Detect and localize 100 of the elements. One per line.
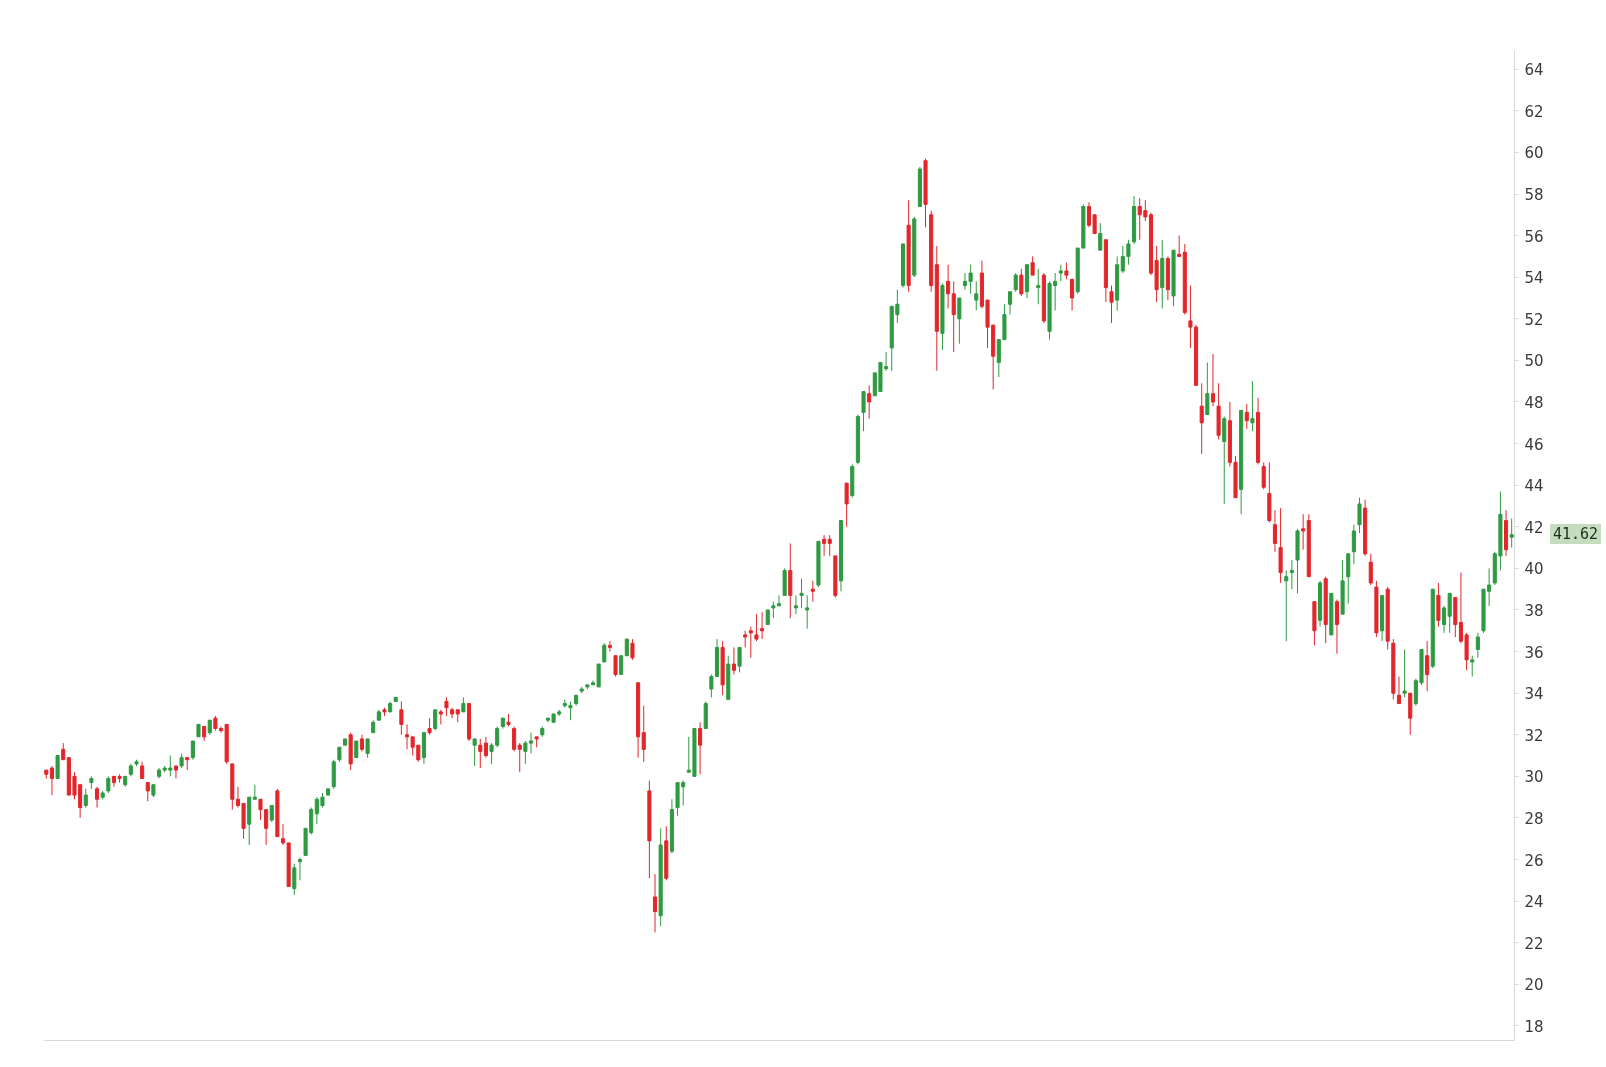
- candlestick: [1425, 640, 1430, 692]
- candlestick: [760, 611, 765, 640]
- candlestick: [517, 742, 522, 773]
- candlestick: [1177, 235, 1182, 257]
- candlestick: [1109, 285, 1114, 324]
- y-tick-label: 58: [1524, 186, 1544, 205]
- candlestick: [1509, 517, 1514, 549]
- y-tick-label: 36: [1524, 643, 1544, 662]
- candlestick: [822, 534, 827, 557]
- y-tick-label: 52: [1524, 310, 1544, 329]
- candlestick: [83, 788, 88, 809]
- y-tick-label: 24: [1524, 893, 1544, 912]
- candlestick: [641, 705, 646, 763]
- candlestick: [776, 594, 782, 607]
- y-tick-label: 44: [1524, 477, 1544, 496]
- candlestick: [512, 725, 517, 752]
- candlestick: [94, 786, 100, 809]
- candlestick: [630, 638, 635, 661]
- y-tick-label: 62: [1524, 102, 1544, 121]
- candlestick: [55, 755, 60, 779]
- candlestick: [962, 272, 968, 291]
- candlestick: [1013, 272, 1018, 293]
- candlestick: [173, 765, 178, 779]
- candlestick: [946, 264, 951, 309]
- candlestick: [292, 863, 297, 896]
- y-tick-label: 60: [1524, 144, 1544, 163]
- candlestick: [1351, 524, 1356, 565]
- candlestick: [827, 534, 832, 557]
- y-tick-label: 18: [1524, 1017, 1544, 1036]
- candlestick: [1289, 559, 1294, 590]
- y-tick-label: 30: [1524, 768, 1544, 787]
- candlestick: [1396, 676, 1402, 705]
- y-tick-label: 50: [1524, 352, 1544, 371]
- candlestick: [145, 782, 150, 802]
- candlestick: [252, 784, 257, 800]
- candlestick: [805, 594, 810, 630]
- candlestick: [1402, 648, 1407, 698]
- y-tick-label: 26: [1524, 851, 1544, 870]
- candlestick: [652, 873, 658, 933]
- y-tick-label: 20: [1524, 976, 1544, 995]
- candlestick: [1470, 655, 1475, 678]
- y-tick-label: 56: [1524, 227, 1544, 246]
- candlestick: [1368, 553, 1373, 586]
- candlestick: [698, 721, 703, 775]
- candlestick: [951, 280, 956, 353]
- candlestick: [297, 856, 302, 881]
- candlestick: [1019, 268, 1024, 297]
- candlestick: [844, 482, 849, 528]
- y-tick-label: 28: [1524, 809, 1544, 828]
- y-tick-label: 54: [1524, 269, 1544, 288]
- candlestick: [483, 736, 488, 759]
- candlestick: [1272, 509, 1278, 553]
- candlestick: [190, 740, 195, 761]
- candlestick: [1284, 569, 1289, 642]
- y-tick-label: 40: [1524, 560, 1544, 579]
- candlestick: [861, 391, 866, 432]
- candlestick: [472, 738, 477, 767]
- y-tick-label: 42: [1524, 518, 1544, 537]
- candlestick: [404, 723, 410, 750]
- candlestick: [793, 594, 798, 615]
- y-tick-label: 64: [1524, 61, 1544, 80]
- candlestick: [1244, 403, 1249, 430]
- candlestick: [810, 580, 815, 603]
- y-tick-label: 22: [1524, 934, 1544, 953]
- candlestick: [1250, 380, 1255, 432]
- candlestick: [1261, 461, 1266, 490]
- y-tick-label: 38: [1524, 601, 1544, 620]
- text: 41.62: [1550, 524, 1602, 544]
- candlestick: [1008, 291, 1013, 316]
- candlestick: [1030, 255, 1035, 276]
- candlestick: [748, 626, 753, 659]
- candlestick: [433, 709, 438, 732]
- candlestick: [867, 384, 872, 420]
- candlestick: [1222, 416, 1227, 505]
- candlestick: [1357, 497, 1362, 534]
- candlestick: [607, 640, 612, 653]
- candlestick: [1210, 353, 1216, 407]
- candlestick: [619, 655, 624, 675]
- candlestick: [957, 297, 962, 345]
- candlestick: [478, 738, 483, 769]
- candlestick: [1070, 278, 1075, 311]
- candlestick: [799, 578, 804, 609]
- candlestick: [444, 696, 449, 717]
- y-tick-label: 48: [1524, 393, 1544, 412]
- candlestick: [399, 700, 404, 736]
- candlestick: [613, 655, 618, 678]
- candlestick: [1036, 268, 1041, 305]
- y-tick-label: 34: [1524, 685, 1544, 704]
- candlestick: [1346, 553, 1351, 605]
- y-tick-label: 32: [1524, 726, 1544, 745]
- candlestick: [1205, 361, 1210, 415]
- candlestick: [1475, 632, 1480, 659]
- candlestick: [731, 646, 736, 675]
- candlestick: [754, 613, 759, 642]
- y-tick-label: 46: [1524, 435, 1544, 454]
- candlestick: [968, 264, 973, 295]
- candlestick: [1334, 599, 1340, 655]
- candlestick: [365, 738, 370, 759]
- candlestick: [737, 646, 742, 673]
- candlestick: [1098, 222, 1103, 251]
